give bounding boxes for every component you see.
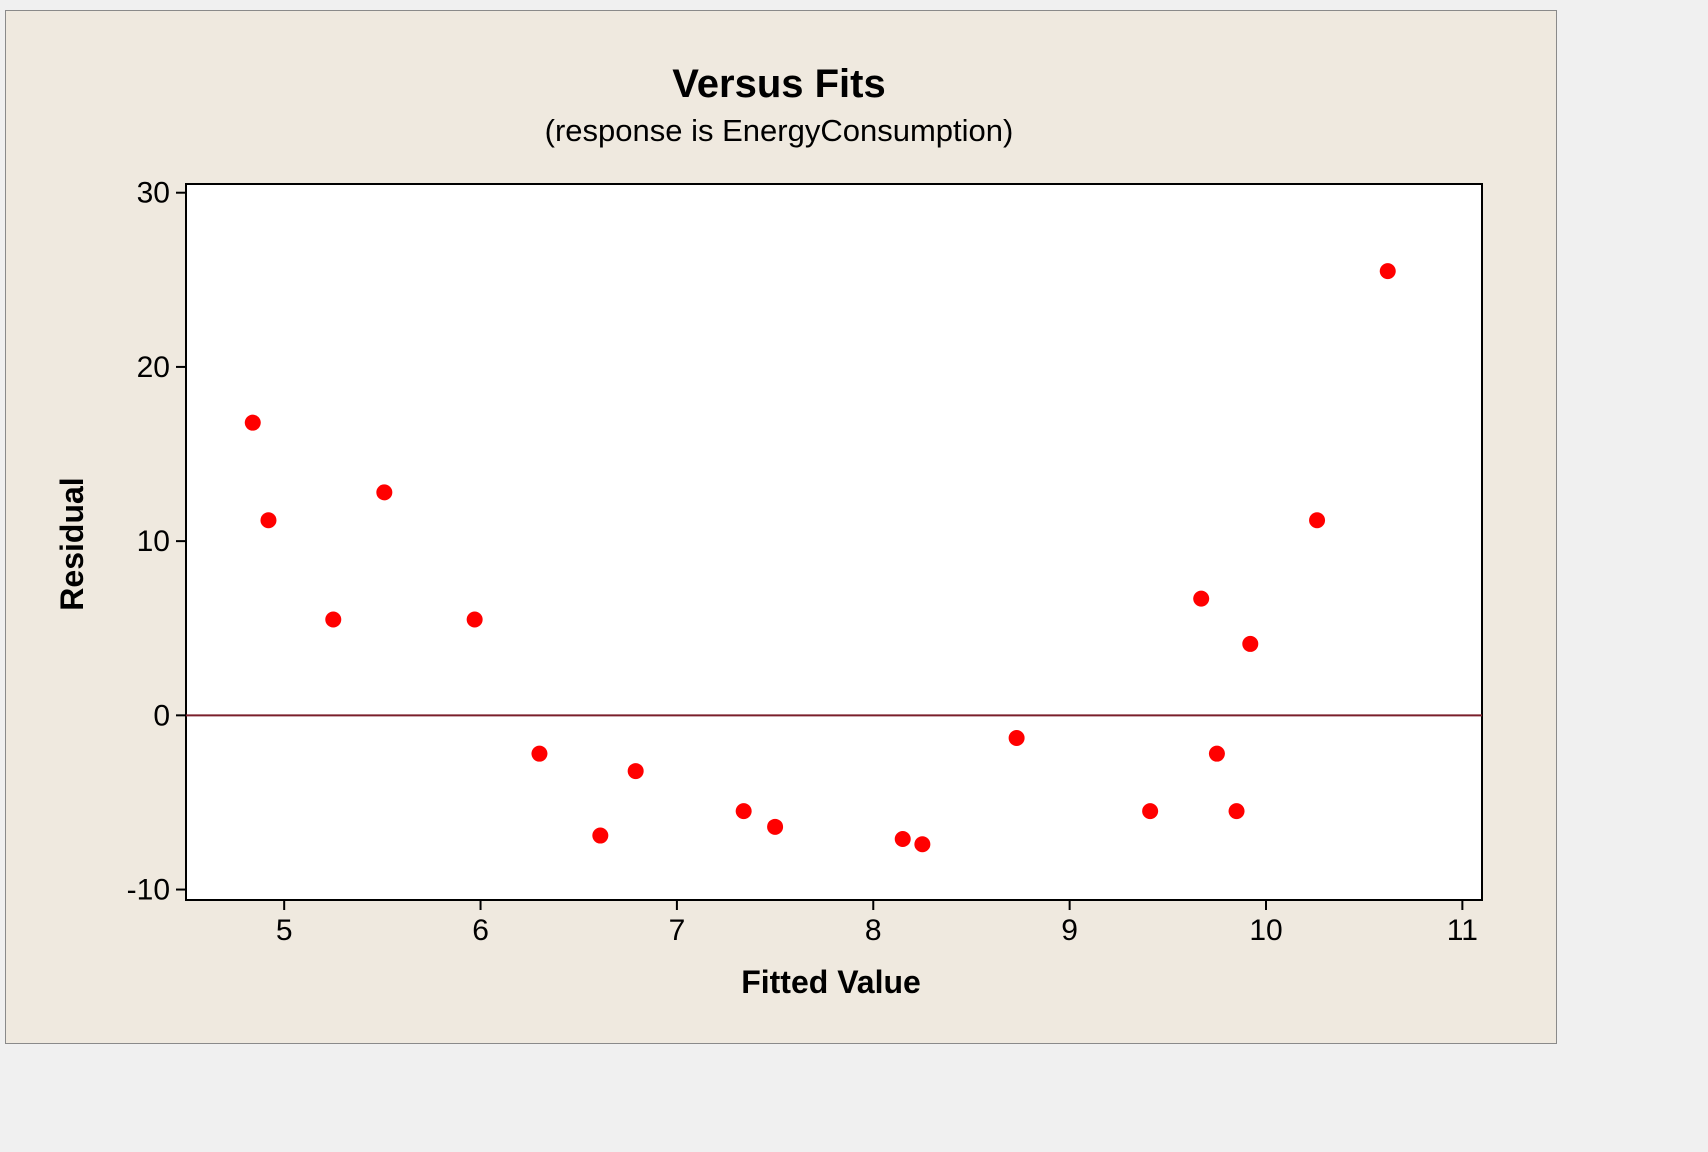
y-axis-label: Residual [54,477,90,610]
data-points [244,263,1396,853]
residual-scatter-chart: Versus Fits (response is EnergyConsumpti… [54,62,1483,1000]
data-point [1242,635,1259,652]
plot-area [185,183,1483,901]
data-point [592,827,609,844]
y-axis-ticks: -10 0 10 20 30 [127,177,186,907]
data-point [376,484,393,501]
data-point [1379,263,1396,280]
chart-title: Versus Fits [672,62,885,106]
x-tick-label: 9 [1061,914,1078,947]
data-point [627,763,644,780]
chart-subtitle: (response is EnergyConsumption) [545,113,1014,148]
data-point [894,831,911,848]
data-point [260,512,277,529]
data-point [244,414,261,431]
data-point [1142,803,1159,820]
data-point [1228,803,1245,820]
data-point [1208,745,1225,762]
x-axis-ticks: 5 6 7 8 9 10 11 [276,900,1478,947]
data-point [1008,729,1025,746]
data-point [1309,512,1326,529]
y-tick-label: -10 [127,874,170,907]
data-point [735,803,752,820]
x-tick-label: 7 [669,914,686,947]
x-tick-label: 6 [472,914,489,947]
data-point [1193,590,1210,607]
data-point [767,818,784,835]
data-point [466,611,483,628]
y-tick-label: 0 [153,699,170,732]
x-tick-label: 10 [1249,914,1282,947]
y-tick-label: 30 [137,177,170,210]
x-tick-label: 8 [865,914,882,947]
y-tick-label: 20 [137,351,170,384]
data-point [914,836,931,853]
x-axis-label: Fitted Value [741,964,921,1000]
y-tick-label: 10 [137,525,170,558]
x-tick-label: 11 [1447,914,1478,947]
data-point [325,611,342,628]
x-tick-label: 5 [276,914,293,947]
chart-frame: Versus Fits (response is EnergyConsumpti… [5,10,1557,1044]
data-point [531,745,548,762]
